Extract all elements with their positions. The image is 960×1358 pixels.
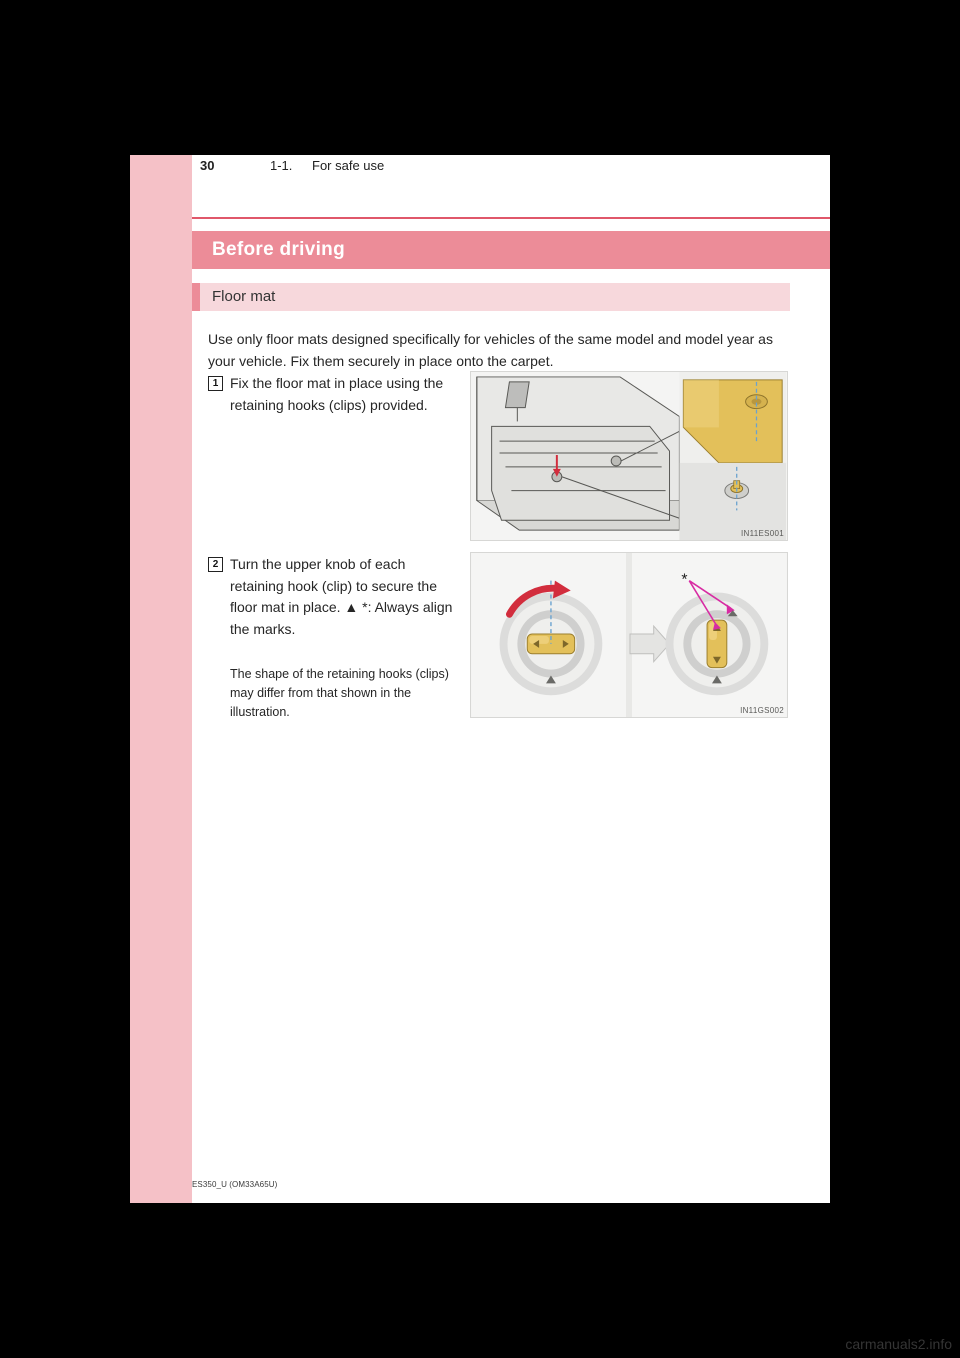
step-marker-1: 1: [208, 376, 223, 391]
triangle-glyph-inline: ▲: [344, 599, 358, 615]
figure-1-label: IN11ES001: [741, 529, 784, 538]
chapter-number: 1-1.: [270, 158, 292, 173]
figure-1-svg: [471, 372, 787, 540]
figure-1-floor-mat: IN11ES001: [470, 371, 788, 541]
figure-2-retaining-clip: * IN11GS002: [470, 552, 788, 718]
subsection-header: Floor mat: [192, 283, 790, 311]
left-margin-bar: [130, 155, 192, 1203]
page-header: 30 1-1. For safe use: [130, 155, 830, 176]
figure-2-label: IN11GS002: [740, 706, 784, 715]
page-number: 30: [200, 158, 214, 173]
asterisk-note: The shape of the retaining hooks (clips)…: [230, 665, 462, 721]
figure-2-svg: *: [471, 553, 787, 717]
step-1-text: Fix the floor mat in place using the ret…: [230, 373, 462, 416]
subsection-title: Floor mat: [212, 288, 275, 305]
chapter-title: For safe use: [312, 158, 384, 173]
manual-page: 30 1-1. For safe use Before driving Floo…: [130, 155, 830, 1203]
watermark: carmanuals2.info: [845, 1336, 952, 1352]
step-2-text: Turn the upper knob of each retaining ho…: [230, 554, 462, 641]
header-rule: [192, 217, 830, 219]
footer-code: ES350_U (OM33A65U): [192, 1180, 277, 1189]
intro-paragraph: Use only floor mats designed specificall…: [208, 329, 790, 372]
section-header: Before driving: [192, 231, 830, 269]
section-title: Before driving: [212, 239, 345, 260]
step-marker-2: 2: [208, 557, 223, 572]
svg-text:*: *: [681, 572, 687, 589]
